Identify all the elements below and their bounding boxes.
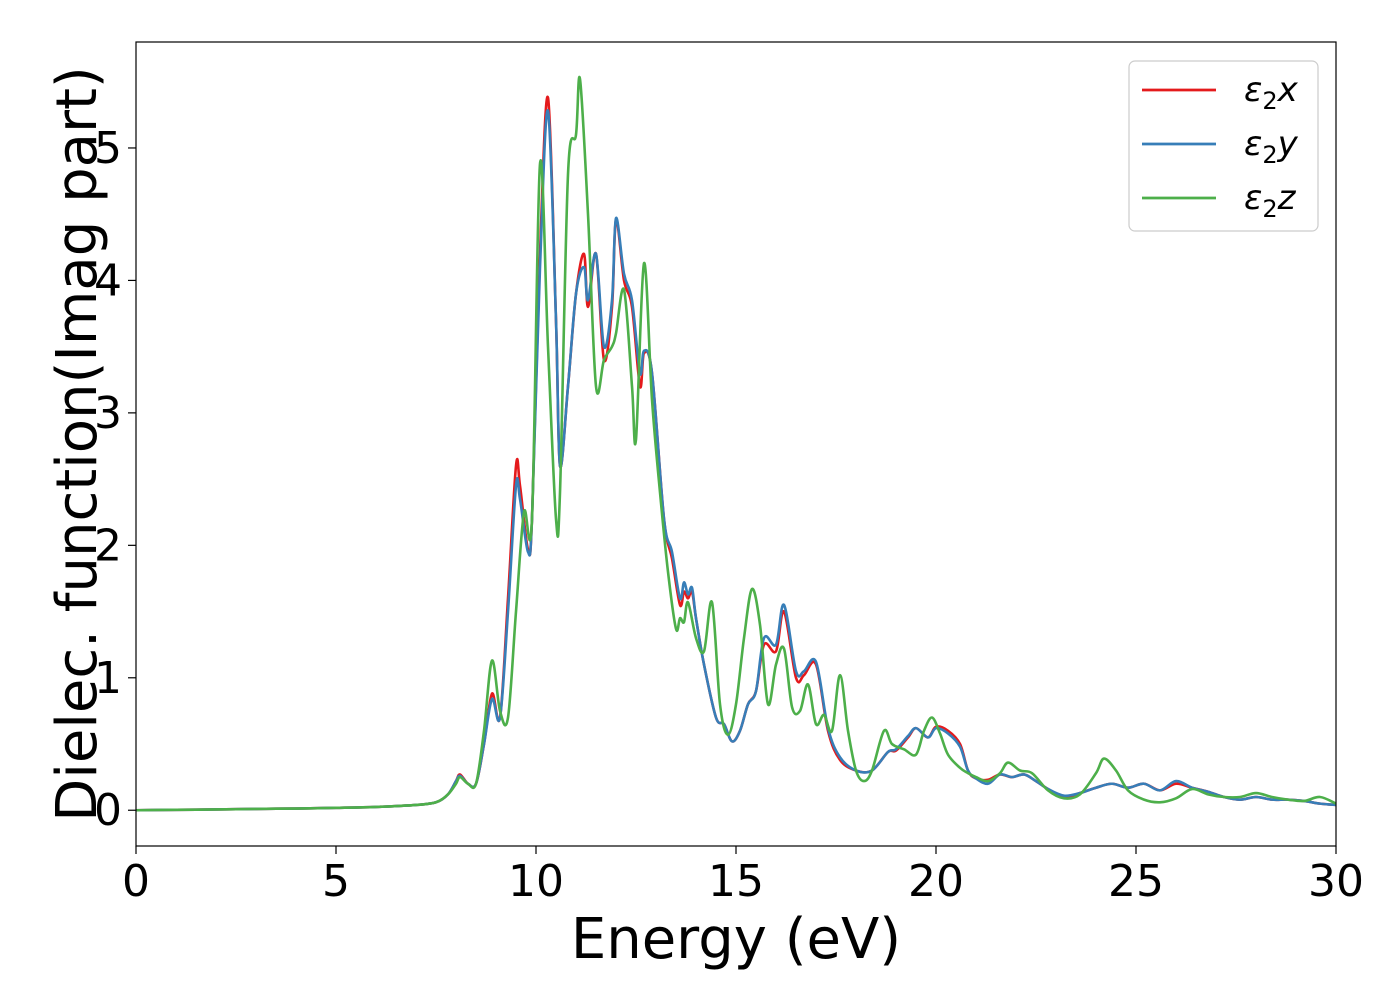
y-axis-ticks: 0 1 2 3 4 5 <box>94 123 136 836</box>
x-tick-label: 10 <box>508 856 564 907</box>
legend-label-x: ε2x <box>1244 70 1299 115</box>
series-lines <box>136 75 1336 812</box>
legend-label-y: ε2y <box>1244 124 1299 169</box>
x-tick-label: 30 <box>1308 856 1364 907</box>
x-tick-label: 15 <box>708 856 764 907</box>
x-tick-label: 0 <box>122 856 150 907</box>
legend-label-z: ε2z <box>1244 178 1297 223</box>
series-line-y <box>136 109 1336 812</box>
y-tick-label: 4 <box>94 255 122 306</box>
y-tick-label: 1 <box>94 653 122 704</box>
x-axis-ticks: 0 5 10 15 20 25 30 <box>122 846 1364 907</box>
y-tick-label: 2 <box>94 520 122 571</box>
series-line-z <box>136 75 1336 812</box>
legend-box <box>1128 60 1319 232</box>
x-tick-label: 5 <box>322 856 350 907</box>
x-tick-label: 25 <box>1108 856 1164 907</box>
x-tick-label: 20 <box>908 856 964 907</box>
legend: ε2x ε2y ε2z <box>1128 60 1319 232</box>
x-axis-label: Energy (eV) <box>571 907 901 972</box>
y-tick-label: 3 <box>94 388 122 439</box>
y-tick-label: 5 <box>94 123 122 174</box>
y-tick-label: 0 <box>94 785 122 836</box>
y-axis-label: Dielec. function(Imag part) <box>45 66 110 822</box>
